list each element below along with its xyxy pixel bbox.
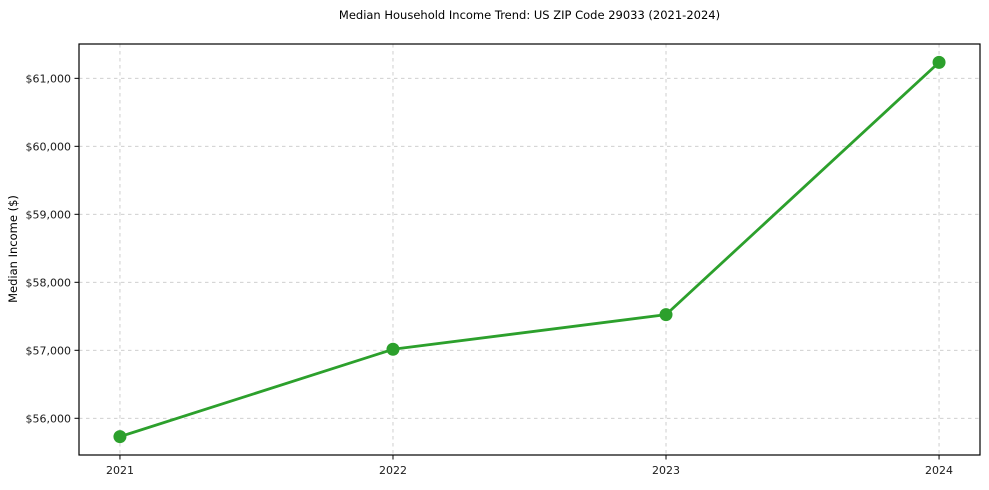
y-tick-label: $57,000	[26, 344, 72, 357]
x-tick-label: 2022	[379, 464, 407, 477]
y-tick-label: $60,000	[26, 140, 72, 153]
x-tick-label: 2021	[106, 464, 134, 477]
x-tick-label: 2023	[652, 464, 680, 477]
data-point	[932, 55, 946, 69]
trend-line	[118, 60, 941, 439]
y-tick-label: $58,000	[26, 276, 72, 289]
y-tick-label: $61,000	[26, 72, 72, 85]
x-tick-label: 2024	[925, 464, 953, 477]
y-tick-label: $59,000	[26, 208, 72, 221]
data-point	[113, 430, 127, 444]
data-point	[659, 308, 673, 322]
plot-border	[78, 43, 981, 456]
chart-title: Median Household Income Trend: US ZIP Co…	[338, 8, 721, 22]
data-point	[386, 342, 400, 356]
y-tick-label: $56,000	[26, 412, 72, 425]
